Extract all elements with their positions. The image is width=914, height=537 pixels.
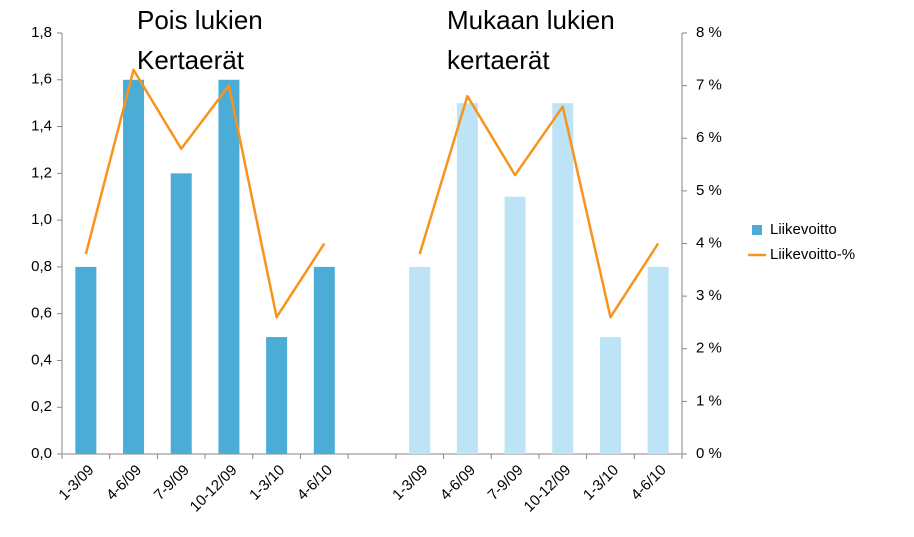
bar — [123, 79, 145, 455]
y2-tick-label: 0 % — [696, 445, 722, 462]
legend-swatch — [752, 225, 762, 235]
x-tick-label: 4-6/10 — [294, 462, 336, 504]
x-tick-label: 1-3/10 — [246, 462, 288, 504]
y2-tick-label: 8 % — [696, 24, 722, 41]
x-tick-label: 1-3/10 — [580, 462, 622, 504]
bar — [409, 266, 431, 454]
annotation: Kertaerät — [137, 45, 245, 75]
bar — [647, 266, 669, 454]
y2-tick-label: 2 % — [696, 340, 722, 357]
y-tick-label: 1,6 — [31, 71, 52, 88]
x-tick-label: 1-3/09 — [389, 462, 431, 504]
bar — [218, 79, 240, 455]
y-tick-label: 1,4 — [31, 118, 52, 135]
y2-tick-label: 5 % — [696, 182, 722, 199]
x-tick-label: 10-12/09 — [187, 462, 241, 516]
bar — [75, 266, 97, 454]
y-tick-label: 1,8 — [31, 24, 52, 41]
bar — [170, 173, 192, 455]
x-tick-label: 4-6/10 — [628, 462, 670, 504]
y-tick-label: 0,6 — [31, 305, 52, 322]
x-tick-label: 7-9/09 — [485, 462, 527, 504]
y2-tick-label: 6 % — [696, 129, 722, 146]
legend-label: Liikevoitto — [770, 221, 837, 238]
x-tick-label: 10-12/09 — [521, 462, 575, 516]
y-tick-label: 0,8 — [31, 258, 52, 275]
x-tick-label: 1-3/09 — [55, 462, 97, 504]
y-tick-label: 0,0 — [31, 445, 52, 462]
annotation: Mukaan lukien — [447, 5, 615, 35]
y2-tick-label: 1 % — [696, 392, 722, 409]
x-tick-label: 4-6/09 — [103, 462, 145, 504]
bar — [266, 337, 288, 454]
legend-label: Liikevoitto-% — [770, 246, 855, 263]
y-tick-label: 0,4 — [31, 351, 52, 368]
bar — [313, 266, 335, 454]
bar — [552, 103, 574, 455]
bar — [599, 337, 621, 454]
y-tick-label: 1,0 — [31, 211, 52, 228]
line — [84, 68, 660, 319]
bar — [504, 196, 526, 454]
annotation: Pois lukien — [137, 5, 263, 35]
x-tick-label: 4-6/09 — [437, 462, 479, 504]
y-tick-label: 0,2 — [31, 398, 52, 415]
y2-tick-label: 4 % — [696, 234, 722, 251]
y-tick-label: 1,2 — [31, 164, 52, 181]
y2-tick-label: 3 % — [696, 287, 722, 304]
annotation: kertaerät — [447, 45, 550, 75]
x-tick-label: 7-9/09 — [151, 462, 193, 504]
y2-tick-label: 7 % — [696, 77, 722, 94]
bar — [456, 103, 478, 455]
